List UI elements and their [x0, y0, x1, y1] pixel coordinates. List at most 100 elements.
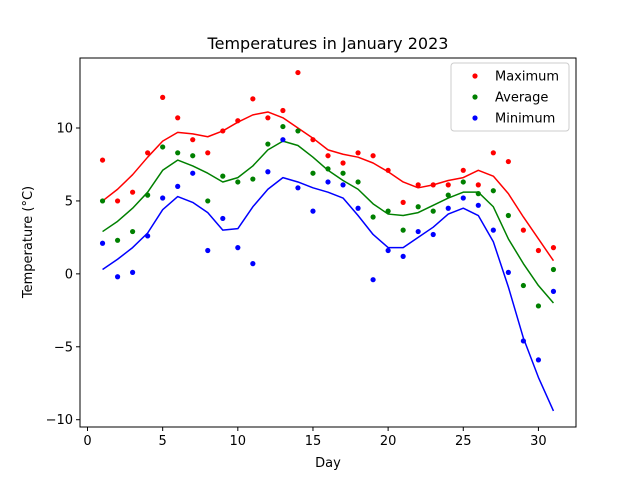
y-axis: −10 −5 0 5 10 — [46, 122, 80, 428]
data-point-maximum — [175, 115, 181, 121]
data-point-average — [340, 170, 346, 176]
data-point-maximum — [505, 158, 511, 165]
data-point-maximum — [325, 153, 331, 159]
x-axis-label: Day — [315, 456, 341, 471]
data-point-average — [235, 179, 241, 185]
data-point-maximum — [430, 182, 436, 188]
data-point-maximum — [265, 115, 271, 121]
data-point-minimum — [175, 183, 181, 189]
data-point-minimum — [250, 261, 256, 267]
data-point-average — [445, 192, 451, 198]
data-point-maximum — [370, 153, 376, 159]
data-point-minimum — [535, 357, 542, 363]
data-point-average — [145, 192, 151, 198]
x-tick-label: 25 — [455, 434, 472, 449]
data-point-average — [160, 144, 166, 150]
data-point-maximum — [235, 118, 241, 124]
data-point-maximum — [160, 94, 166, 100]
data-point-minimum — [205, 247, 211, 254]
data-point-average — [535, 303, 542, 309]
data-point-minimum — [114, 274, 121, 280]
data-point-maximum — [520, 227, 526, 233]
x-tick-label: 5 — [159, 434, 167, 449]
data-point-minimum — [490, 227, 496, 233]
data-point-maximum — [280, 107, 286, 114]
data-point-maximum — [475, 182, 481, 188]
data-point-minimum — [295, 185, 301, 191]
legend-label-minimum: Minimum — [495, 112, 555, 127]
plot-area — [99, 69, 557, 412]
legend-marker-minimum — [472, 115, 478, 121]
data-point-average — [505, 212, 511, 219]
x-tick-label: 0 — [83, 434, 91, 449]
data-point-minimum — [505, 269, 511, 275]
data-point-average — [250, 176, 256, 182]
y-tick-label: −10 — [46, 413, 73, 428]
series-line-maximum — [102, 111, 555, 262]
x-tick-label: 30 — [530, 434, 547, 449]
data-point-minimum — [415, 228, 421, 235]
data-point-minimum — [340, 182, 346, 188]
x-axis: 0 5 10 15 20 25 30 — [83, 427, 547, 449]
data-point-maximum — [385, 167, 391, 173]
y-tick-label: 0 — [65, 267, 73, 282]
data-point-minimum — [520, 338, 526, 344]
data-point-average — [430, 208, 436, 214]
data-point-average — [460, 179, 466, 185]
data-point-maximum — [295, 69, 301, 76]
data-point-average — [175, 150, 181, 156]
data-point-maximum — [145, 150, 151, 156]
data-point-average — [385, 208, 391, 214]
data-point-maximum — [99, 157, 106, 163]
data-point-maximum — [400, 199, 406, 205]
series-line-minimum — [102, 176, 555, 412]
data-point-minimum — [475, 202, 481, 208]
chart-title: Temperatures in January 2023 — [207, 34, 449, 53]
data-point-average — [205, 198, 211, 204]
data-point-minimum — [460, 195, 466, 201]
data-point-average — [370, 214, 376, 220]
data-point-minimum — [550, 288, 557, 294]
data-point-average — [280, 123, 286, 130]
data-point-average — [520, 282, 526, 289]
x-tick-label: 20 — [380, 434, 397, 449]
legend-marker-maximum — [472, 73, 478, 79]
data-point-maximum — [535, 247, 542, 254]
data-point-minimum — [385, 247, 391, 254]
data-point-average — [415, 204, 421, 210]
data-point-minimum — [220, 215, 226, 222]
data-point-average — [550, 266, 557, 273]
legend-label-maximum: Maximum — [495, 70, 559, 85]
y-axis-label: Temperature (°C) — [21, 186, 36, 299]
data-point-minimum — [99, 240, 106, 246]
y-tick-label: 5 — [65, 194, 73, 209]
data-point-maximum — [355, 150, 361, 156]
data-point-average — [310, 170, 316, 176]
data-point-maximum — [130, 189, 136, 195]
data-point-minimum — [445, 205, 451, 211]
data-point-minimum — [280, 137, 286, 143]
data-point-minimum — [190, 170, 196, 176]
data-point-maximum — [114, 198, 121, 204]
data-point-maximum — [190, 137, 196, 143]
data-point-minimum — [160, 195, 166, 201]
data-point-maximum — [550, 245, 557, 251]
data-point-minimum — [355, 205, 361, 211]
data-point-average — [295, 128, 301, 134]
data-point-maximum — [490, 150, 496, 156]
data-point-minimum — [235, 245, 241, 251]
data-point-maximum — [250, 96, 256, 102]
y-tick-label: −5 — [54, 340, 73, 355]
data-point-minimum — [325, 179, 331, 185]
data-point-average — [325, 166, 331, 172]
data-point-average — [475, 191, 481, 197]
data-point-minimum — [310, 208, 316, 214]
data-point-minimum — [370, 277, 376, 283]
data-point-average — [490, 188, 496, 194]
data-point-average — [114, 237, 121, 243]
data-point-minimum — [265, 169, 271, 175]
data-point-minimum — [400, 253, 406, 259]
legend-marker-average — [472, 94, 478, 100]
data-point-maximum — [460, 167, 466, 173]
